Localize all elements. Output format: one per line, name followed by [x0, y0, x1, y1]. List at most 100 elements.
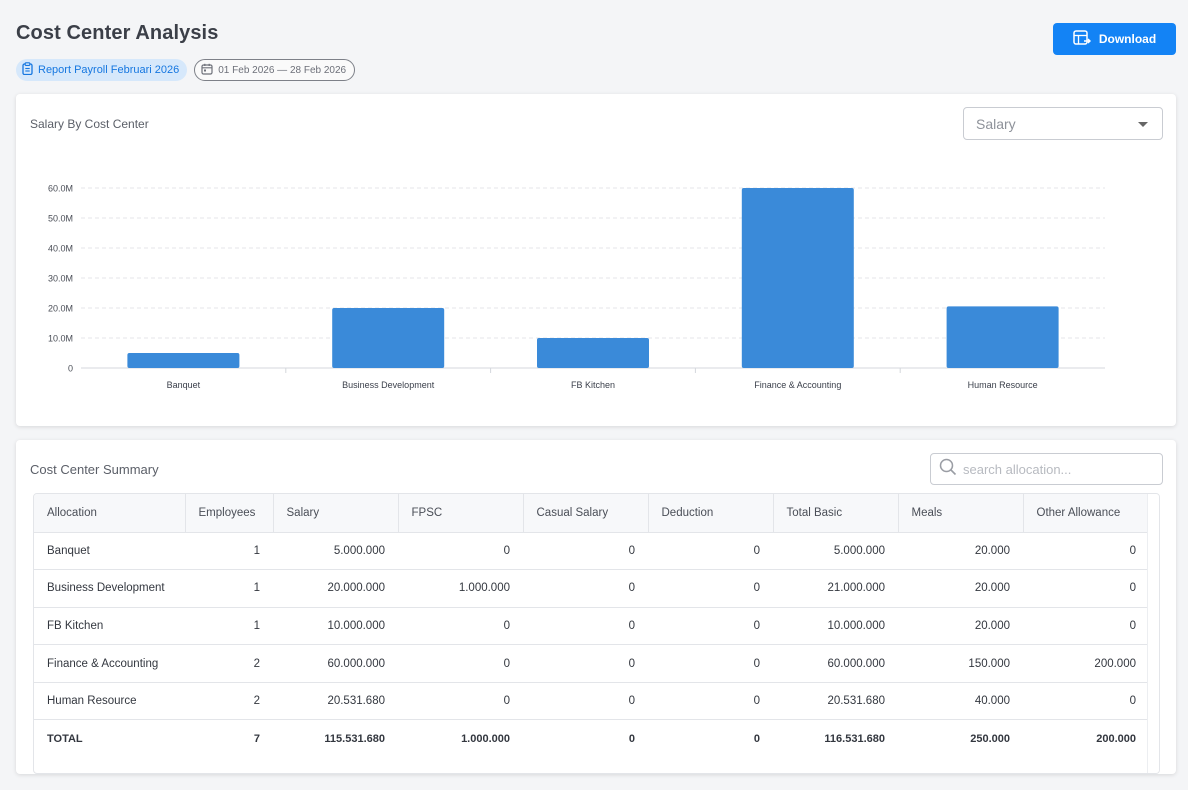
table-cell: 0: [648, 532, 773, 571]
table-cell: 20.000: [898, 607, 1023, 646]
table-row[interactable]: Finance & Accounting 2 60.000.000 0 0 0 60.000…: [34, 644, 1149, 683]
table-row[interactable]: Business Development 1 20.000.000 1.000.000…: [34, 569, 1149, 608]
y-tick-label: 40.0M: [48, 244, 73, 254]
table-cell: 2: [185, 644, 273, 683]
clipboard-icon: [22, 62, 33, 78]
table-cell: Banquet: [34, 532, 185, 571]
table-cell: 1: [185, 607, 273, 646]
column-header-employees[interactable]: Employees: [185, 494, 274, 533]
metric-select-value: Salary: [976, 115, 1016, 132]
table-cell: 10.000.000: [273, 607, 398, 646]
column-header-salary[interactable]: Salary: [273, 494, 399, 533]
column-header-other-allowance[interactable]: Other Allowance: [1023, 494, 1150, 533]
bar-human-resource[interactable]: [946, 306, 1059, 368]
table-total-row: TOTAL 7 115.531.680 1.000.000 0 0 116.531.680 2…: [34, 720, 1149, 758]
y-tick-label: 30.0M: [48, 274, 73, 284]
summary-table-container[interactable]: Allocation Employees Salary FPSC Casual Sala…: [33, 493, 1160, 774]
table-row[interactable]: FB Kitchen 1 10.000.000 0 0 0 10.000.000 20.000…: [34, 607, 1149, 646]
table-cell: 116.531.680: [824, 733, 885, 746]
table-card-title: Cost Center Summary: [30, 462, 159, 477]
date-range-label: 01 Feb 2026 — 28 Feb 2026: [218, 64, 347, 76]
y-tick-label: 60.0M: [48, 184, 73, 194]
table-cell: 10.000.000: [773, 607, 898, 646]
search-allocation-field[interactable]: [930, 453, 1163, 485]
chart-card: Salary By Cost Center Salary 0 10.0M 20.0M…: [16, 94, 1176, 426]
table-cell: 0: [648, 569, 773, 608]
download-button[interactable]: Download: [1053, 23, 1176, 55]
table-cell: 115.531.680: [324, 733, 385, 746]
column-header-meals[interactable]: Meals: [898, 494, 1024, 533]
y-tick-label: 0: [68, 364, 73, 374]
table-cell: 1: [185, 532, 273, 571]
table-cell: 5.000.000: [273, 532, 398, 571]
table-cell: 20.531.680: [273, 682, 398, 721]
column-header-total-basic[interactable]: Total Basic: [773, 494, 899, 533]
table-cell: 20.000: [898, 532, 1023, 571]
table-cell: 0: [648, 607, 773, 646]
table-cell: 20.531.680: [773, 682, 898, 721]
chart-card-title: Salary By Cost Center: [30, 117, 149, 131]
y-tick-label: 50.0M: [48, 214, 73, 224]
table-cell: Business Development: [34, 569, 185, 608]
x-tick-label: Banquet: [167, 380, 201, 390]
table-cell: 0: [523, 569, 648, 608]
table-cell: 0: [1023, 682, 1149, 721]
table-cell: 0: [398, 607, 523, 646]
date-range-tag[interactable]: 01 Feb 2026 — 28 Feb 2026: [194, 59, 356, 81]
table-cell: Human Resource: [34, 682, 185, 721]
table-cell: Finance & Accounting: [34, 644, 185, 683]
table-cell: 150.000: [898, 644, 1023, 683]
table-row[interactable]: Human Resource 2 20.531.680 0 0 0 20.531.680 40…: [34, 682, 1149, 721]
x-tick-label: Finance & Accounting: [754, 380, 841, 390]
table-cell: 1.000.000: [461, 733, 510, 746]
table-row[interactable]: Banquet 1 5.000.000 0 0 0 5.000.000 20.000 0: [34, 532, 1149, 571]
bar-banquet[interactable]: [127, 353, 240, 368]
column-header-deduction[interactable]: Deduction: [648, 494, 774, 533]
table-cell: 0: [1023, 569, 1149, 608]
table-cell: 0: [648, 644, 773, 683]
y-tick-label: 10.0M: [48, 334, 73, 344]
bar-finance-accounting[interactable]: [741, 188, 854, 368]
chevron-down-icon: [1138, 122, 1148, 127]
table-cell: 0: [398, 644, 523, 683]
x-tick-label: FB Kitchen: [571, 380, 615, 390]
table-cell: 21.000.000: [773, 569, 898, 608]
table-cell: 0: [648, 682, 773, 721]
column-header-fpsc[interactable]: FPSC: [398, 494, 524, 533]
search-icon: [939, 458, 957, 481]
report-tag[interactable]: Report Payroll Februari 2026: [16, 59, 188, 81]
table-cell: 0: [523, 682, 648, 721]
table-cell: 0: [523, 532, 648, 571]
table-cell: 0: [1023, 607, 1149, 646]
column-header-casual-salary[interactable]: Casual Salary: [523, 494, 649, 533]
page-title: Cost Center Analysis: [16, 22, 219, 44]
table-cell: 0: [523, 607, 648, 646]
search-allocation-input[interactable]: [963, 461, 1153, 477]
table-cell: 1: [185, 569, 273, 608]
table-cell: 40.000: [898, 682, 1023, 721]
report-tag-label: Report Payroll Februari 2026: [38, 64, 180, 76]
column-header-allocation[interactable]: Allocation: [34, 494, 186, 533]
table-scrollbar[interactable]: [1147, 494, 1159, 773]
table-card: Cost Center Summary AllocationEmployeesS…: [16, 440, 1176, 774]
bar-business-development[interactable]: [332, 308, 445, 368]
table-cell: 200.000: [1096, 733, 1136, 746]
table-cell: 2: [185, 682, 273, 721]
bar-fb-kitchen[interactable]: [537, 338, 649, 368]
table-cell: 0: [753, 733, 760, 746]
table-cell: 1.000.000: [398, 569, 523, 608]
x-tick-label: Business Development: [342, 380, 435, 390]
table-cell: 60.000.000: [773, 644, 898, 683]
metric-select[interactable]: Salary: [963, 107, 1163, 140]
table-cell: 0: [628, 733, 635, 746]
salary-bar-chart: 0 10.0M 20.0M 30.0M 40.0M 50.0M 60.0M Banquet Bu…: [48, 184, 1105, 390]
table-cell: 0: [1023, 532, 1149, 571]
table-cell: 7: [253, 733, 260, 746]
summary-table: Allocation Employees Salary FPSC Casual Sala…: [34, 494, 1150, 758]
table-cell: 20.000: [898, 569, 1023, 608]
header-tags: Report Payroll Februari 2026 01 Feb 2026…: [16, 59, 356, 81]
table-cell: 0: [398, 532, 523, 571]
table-cell: 5.000.000: [773, 532, 898, 571]
calendar-icon: [201, 63, 213, 78]
y-tick-label: 20.0M: [48, 304, 73, 314]
